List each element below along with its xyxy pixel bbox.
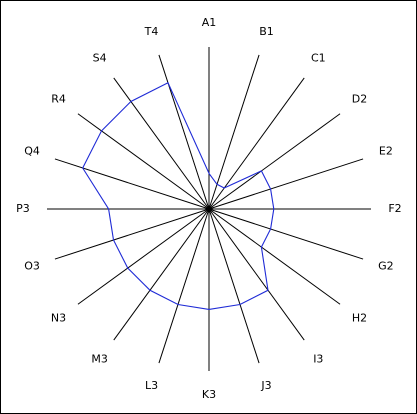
axis-label-f2: F2	[388, 202, 401, 215]
spoke-b1	[208, 54, 260, 210]
axis-label-c1: C1	[311, 52, 326, 65]
spoke-t4	[158, 54, 210, 210]
axis-label-g2: G2	[378, 259, 394, 272]
axis-label-d2: D2	[352, 93, 367, 106]
spoke-i3	[208, 208, 305, 341]
series-line-0	[82, 81, 275, 310]
axis-label-j3: J3	[260, 379, 271, 392]
spoke-e2	[208, 158, 364, 210]
spokes	[47, 47, 371, 371]
axis-label-h2: H2	[352, 311, 367, 324]
axis-label-i3: I3	[313, 352, 323, 365]
axis-label-k3: K3	[202, 388, 216, 401]
series-group	[82, 81, 275, 310]
axis-label-r4: R4	[51, 93, 66, 106]
axis-label-b1: B1	[259, 25, 274, 38]
spoke-d2	[208, 113, 341, 210]
axis-label-n3: N3	[51, 311, 66, 324]
spoke-l3	[158, 208, 210, 364]
spoke-q4	[54, 158, 210, 210]
spoke-c1	[208, 77, 305, 210]
axis-label-p3: P3	[16, 202, 30, 215]
axis-label-s4: S4	[93, 52, 107, 65]
axis-labels: A1 B1 C1 D2 E2 F2 G2 H2 I3 J3 K3 L3 M3 N3 O3 P3 Q4 R4 S4 T4	[16, 16, 401, 401]
axis-label-t4: T4	[144, 25, 159, 38]
spoke-j3	[208, 208, 260, 364]
spoke-n3	[77, 208, 210, 305]
spoke-g2	[208, 208, 364, 260]
spoke-o3	[54, 208, 210, 260]
axis-label-e2: E2	[379, 145, 393, 158]
spoke-m3	[113, 208, 210, 341]
spoke-h2	[208, 208, 341, 305]
spoke-r4	[77, 113, 210, 210]
axis-label-m3: M3	[91, 352, 108, 365]
axis-label-l3: L3	[145, 379, 158, 392]
axis-label-a1: A1	[202, 16, 217, 29]
axis-label-q4: Q4	[24, 145, 40, 158]
axis-label-o3: O3	[24, 259, 40, 272]
spoke-s4	[113, 77, 210, 210]
